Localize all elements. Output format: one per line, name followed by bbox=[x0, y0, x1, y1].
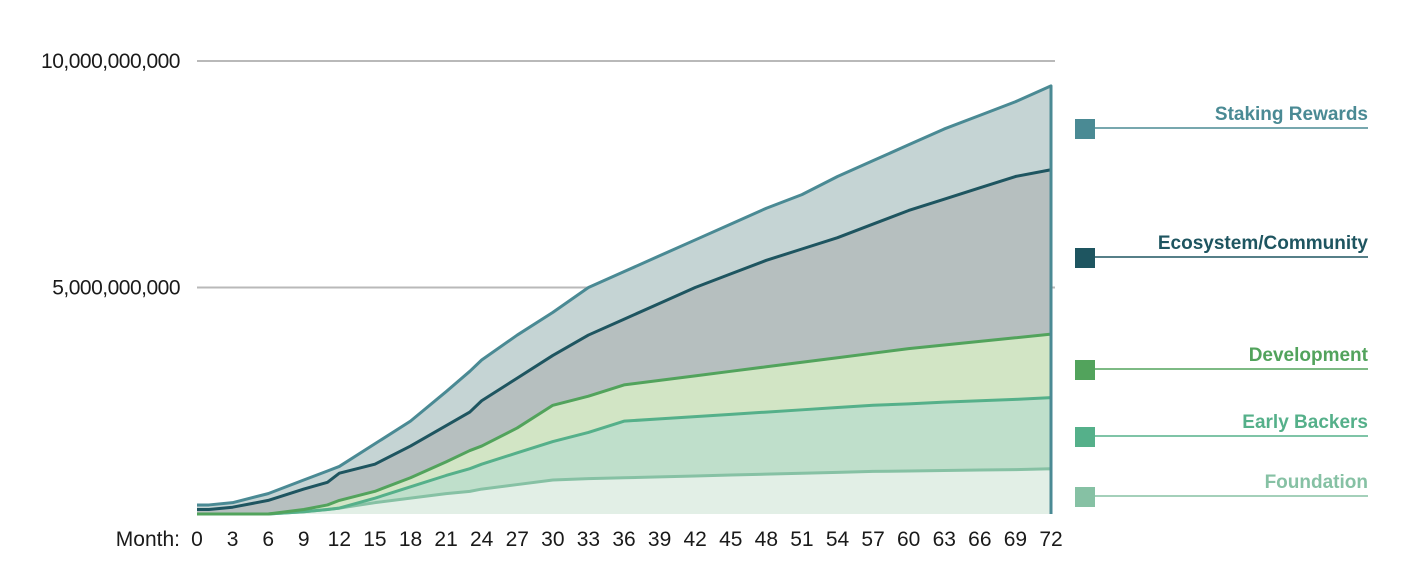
x-tick-label: 48 bbox=[755, 528, 778, 551]
legend-swatch bbox=[1075, 487, 1095, 507]
x-tick-label: 57 bbox=[861, 528, 884, 551]
x-tick-label: 3 bbox=[227, 528, 239, 551]
x-tick-label: 72 bbox=[1039, 528, 1062, 551]
legend-swatch bbox=[1075, 360, 1095, 380]
x-tick-label: 18 bbox=[399, 528, 422, 551]
x-tick-label: 42 bbox=[683, 528, 706, 551]
x-tick-label: 30 bbox=[541, 528, 564, 551]
x-tick-label: 33 bbox=[577, 528, 600, 551]
y-tick-label: 5,000,000,000 bbox=[52, 277, 180, 300]
x-tick-label: 0 bbox=[191, 528, 203, 551]
legend-label: Ecosystem/Community bbox=[1158, 233, 1369, 254]
x-tick-label: 6 bbox=[262, 528, 274, 551]
area-series bbox=[197, 85, 1051, 514]
x-tick-label: 12 bbox=[328, 528, 351, 551]
x-tick-label: 27 bbox=[506, 528, 529, 551]
x-tick-label: 15 bbox=[363, 528, 386, 551]
x-tick-label: 51 bbox=[790, 528, 813, 551]
legend-label: Foundation bbox=[1265, 472, 1368, 493]
legend: Staking Rewards Ecosystem/Community Develo… bbox=[1075, 104, 1369, 507]
x-tick-label: 63 bbox=[933, 528, 956, 551]
x-tick-label: 66 bbox=[968, 528, 991, 551]
x-tick-label: 45 bbox=[719, 528, 742, 551]
legend-swatch bbox=[1075, 119, 1095, 139]
x-tick-label: 9 bbox=[298, 528, 310, 551]
legend-swatch bbox=[1075, 248, 1095, 268]
x-axis-label: Month: bbox=[116, 528, 180, 551]
x-tick-label: 21 bbox=[434, 528, 457, 551]
x-tick-label: 36 bbox=[612, 528, 635, 551]
legend-label: Staking Rewards bbox=[1215, 104, 1368, 125]
line-development bbox=[197, 332, 1053, 516]
x-tick-label: 69 bbox=[1004, 528, 1027, 551]
line-staking-rewards bbox=[197, 84, 1053, 514]
x-tick-label: 60 bbox=[897, 528, 920, 551]
series-lines bbox=[197, 84, 1053, 516]
legend-swatch bbox=[1075, 427, 1095, 447]
x-tick-label: 54 bbox=[826, 528, 850, 551]
area-foundation bbox=[197, 468, 1051, 514]
y-axis: 5,000,000,000 10,000,000,000 bbox=[41, 50, 180, 300]
line-early-backers bbox=[197, 396, 1053, 516]
x-axis: Month: 0 3 6 9 12 15 18 21 24 27 30 33 36 39 42 45 48 51 5… bbox=[116, 528, 1063, 551]
x-tick-label: 24 bbox=[470, 528, 494, 551]
y-tick-label: 10,000,000,000 bbox=[41, 50, 180, 73]
line-ecosystem-community bbox=[197, 168, 1053, 514]
x-tick-label: 39 bbox=[648, 528, 671, 551]
legend-label: Development bbox=[1249, 345, 1369, 366]
legend-label: Early Backers bbox=[1242, 412, 1368, 433]
